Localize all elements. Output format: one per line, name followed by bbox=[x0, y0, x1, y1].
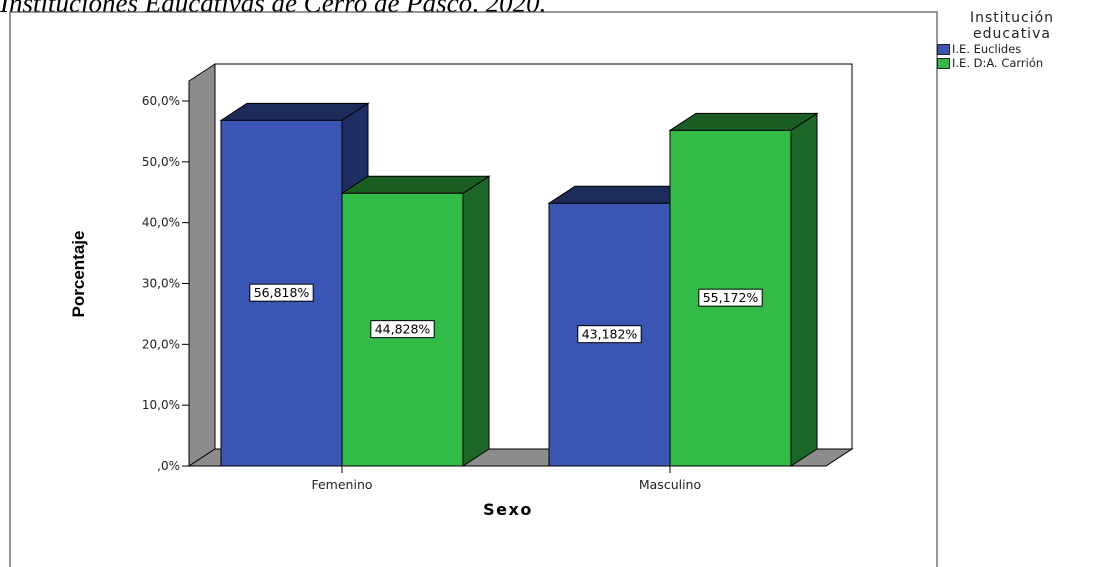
legend-entry-carrion: I.E. D:A. Carrión bbox=[937, 56, 1115, 70]
bar-femenino-carrion bbox=[340, 175, 491, 467]
x-tick-label: Masculino bbox=[639, 477, 701, 492]
y-axis: ,0% 10,0% 20,0% 30,0% 40,0% 50,0% 60,0% bbox=[142, 94, 189, 473]
data-label-box bbox=[249, 283, 314, 302]
y-axis-title: Porcentaje bbox=[69, 231, 88, 318]
data-label: 44,828% bbox=[375, 322, 431, 337]
legend-label: I.E. D:A. Carrión bbox=[952, 56, 1044, 70]
data-label: 56,818% bbox=[254, 285, 310, 300]
bar-front bbox=[341, 192, 464, 467]
bar-side bbox=[462, 175, 490, 467]
y-tick-label: 30,0% bbox=[142, 277, 180, 291]
y-tick-label: 40,0% bbox=[142, 216, 180, 230]
y-tick-label: ,0% bbox=[157, 459, 180, 473]
legend-entry-euclides: I.E. Euclides bbox=[937, 42, 1115, 56]
x-axis: Femenino Masculino bbox=[311, 466, 701, 492]
legend: Institución educativa I.E. Euclides I.E.… bbox=[937, 10, 1115, 70]
data-labels: 56,818% 44,828% 43,182% 55,172% bbox=[249, 283, 763, 344]
legend-swatch bbox=[937, 43, 950, 55]
y-tick-label: 20,0% bbox=[142, 337, 180, 351]
bar-top bbox=[668, 112, 819, 131]
data-label-box bbox=[370, 320, 435, 339]
data-label-box bbox=[698, 288, 763, 307]
bar-side bbox=[790, 112, 818, 467]
y-tick-label: 50,0% bbox=[142, 155, 180, 169]
y-tick-label: 60,0% bbox=[142, 94, 180, 108]
x-tick-label: Femenino bbox=[311, 477, 372, 492]
plot-left-wall bbox=[188, 63, 216, 467]
y-tick-label: 10,0% bbox=[142, 398, 180, 412]
bar-top bbox=[340, 175, 491, 194]
legend-title: Institución educativa bbox=[969, 10, 1055, 42]
x-axis-title: Sexo bbox=[483, 500, 533, 519]
data-label: 43,182% bbox=[582, 327, 638, 342]
data-label-box bbox=[577, 325, 642, 344]
legend-swatch bbox=[937, 57, 950, 69]
data-label: 55,172% bbox=[703, 290, 759, 305]
bar-top bbox=[219, 102, 370, 121]
legend-label: I.E. Euclides bbox=[952, 42, 1022, 56]
